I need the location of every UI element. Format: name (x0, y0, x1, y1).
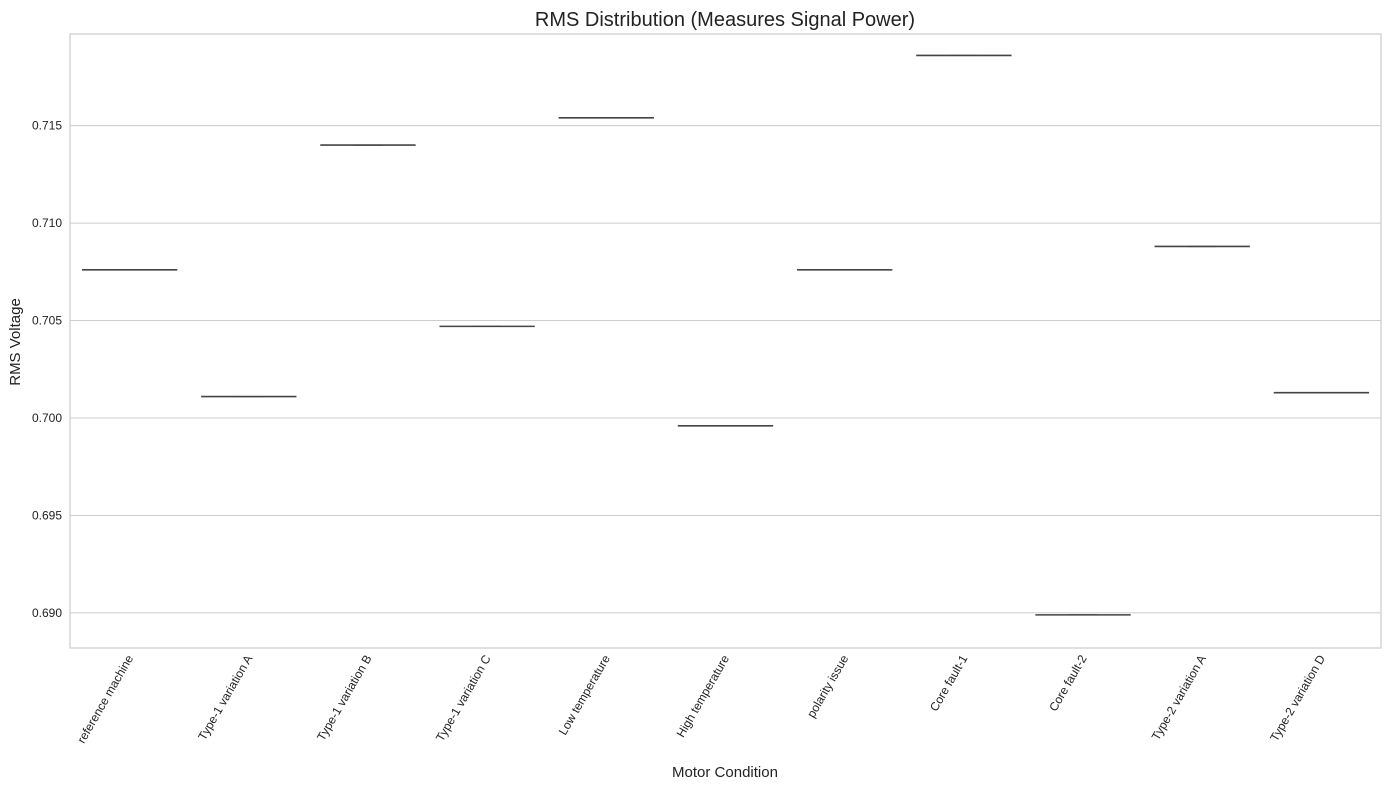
x-tick-label: Type-1 variation A (195, 653, 255, 743)
chart-title: RMS Distribution (Measures Signal Power) (535, 9, 915, 31)
x-axis-label: Motor Condition (672, 764, 778, 781)
y-tick-label: 0.715 (32, 119, 62, 133)
x-tick-label: Type-2 variation A (1149, 653, 1209, 743)
x-tick-label: reference machine (74, 652, 136, 745)
x-tick-label: Low temperature (556, 652, 613, 737)
box-layer (81, 54, 1370, 616)
y-axis-label: RMS Voltage (7, 298, 24, 386)
x-tick-label: Type-1 variation B (314, 653, 374, 744)
x-tick-label: Core fault-1 (927, 652, 971, 714)
plot-frame (69, 33, 1382, 649)
x-tick-label: Type-1 variation C (433, 652, 494, 744)
y-tick-label: 0.705 (32, 314, 62, 328)
y-tick-label: 0.700 (32, 411, 62, 425)
x-tick-label: Type-2 variation D (1267, 652, 1328, 744)
x-tick-label: polarity issue (804, 652, 851, 720)
y-tick-label: 0.690 (32, 606, 62, 620)
y-tick-labels: 0.690 0.695 0.700 0.705 0.710 0.715 (32, 119, 62, 620)
x-tick-label: High temperature (674, 652, 733, 740)
x-tick-labels: reference machine Type-1 variation A Type-… (74, 652, 1328, 745)
x-tick-label: Core fault-2 (1046, 652, 1090, 714)
y-tick-label: 0.710 (32, 216, 62, 230)
grid-layer (70, 125, 1381, 614)
y-tick-label: 0.695 (32, 508, 62, 522)
